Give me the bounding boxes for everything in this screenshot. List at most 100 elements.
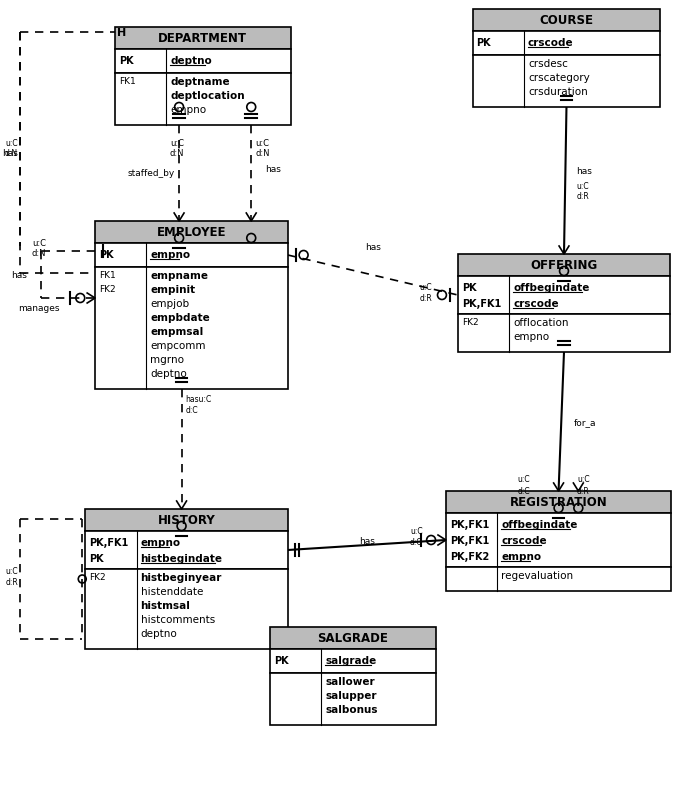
Text: deptno: deptno bbox=[150, 369, 187, 379]
Text: has: has bbox=[2, 148, 18, 157]
Text: deptno: deptno bbox=[170, 56, 212, 66]
Text: PK: PK bbox=[274, 655, 288, 665]
Bar bbox=[457, 277, 670, 314]
Text: HISTORY: HISTORY bbox=[157, 514, 215, 527]
Bar bbox=[457, 255, 670, 277]
Text: d:R: d:R bbox=[576, 192, 589, 200]
Text: has: has bbox=[365, 242, 381, 251]
Text: empname: empname bbox=[150, 270, 208, 281]
Text: COURSE: COURSE bbox=[540, 14, 593, 27]
Text: salbonus: salbonus bbox=[326, 704, 378, 714]
Bar bbox=[115, 28, 290, 50]
Text: u:C: u:C bbox=[255, 140, 269, 148]
Text: histmsal: histmsal bbox=[141, 600, 190, 610]
Text: sallower: sallower bbox=[326, 676, 375, 687]
Text: empno: empno bbox=[150, 249, 190, 260]
Text: EMPLOYEE: EMPLOYEE bbox=[157, 226, 226, 239]
Text: salgrade: salgrade bbox=[326, 655, 377, 665]
Text: has: has bbox=[265, 164, 281, 173]
Text: crsduration: crsduration bbox=[528, 87, 588, 97]
Text: empbdate: empbdate bbox=[150, 313, 210, 322]
Text: for_a: for_a bbox=[574, 418, 596, 427]
Text: d:C: d:C bbox=[518, 487, 531, 496]
Bar bbox=[270, 649, 436, 673]
Text: empjob: empjob bbox=[150, 298, 190, 309]
Text: offbegindate: offbegindate bbox=[501, 520, 578, 529]
Text: offlocation: offlocation bbox=[513, 318, 569, 327]
Text: FK2: FK2 bbox=[462, 318, 478, 327]
Text: PK: PK bbox=[477, 38, 491, 48]
Text: u:C: u:C bbox=[576, 182, 589, 191]
Text: crscode: crscode bbox=[528, 38, 573, 48]
Text: empno: empno bbox=[513, 331, 549, 342]
Text: manages: manages bbox=[18, 304, 59, 313]
Bar bbox=[270, 673, 436, 725]
Text: u:C: u:C bbox=[577, 475, 589, 484]
Bar bbox=[446, 492, 671, 513]
Text: salupper: salupper bbox=[326, 691, 377, 700]
Bar bbox=[473, 32, 660, 56]
Text: d:R: d:R bbox=[420, 294, 433, 303]
Text: deptlocation: deptlocation bbox=[170, 91, 245, 101]
Text: deptno: deptno bbox=[141, 628, 177, 638]
Bar bbox=[85, 532, 288, 569]
Bar bbox=[270, 627, 436, 649]
Text: empcomm: empcomm bbox=[150, 341, 206, 350]
Text: crscode: crscode bbox=[513, 298, 559, 309]
Bar bbox=[95, 268, 288, 390]
Text: PK,FK1: PK,FK1 bbox=[450, 535, 489, 545]
Text: mgrno: mgrno bbox=[150, 354, 184, 365]
Text: PK,FK1: PK,FK1 bbox=[89, 537, 128, 547]
Text: histbegindate: histbegindate bbox=[141, 553, 223, 563]
Text: d:R: d:R bbox=[6, 577, 18, 587]
Text: FK1: FK1 bbox=[119, 78, 135, 87]
Text: crscategory: crscategory bbox=[528, 73, 590, 83]
Text: empno: empno bbox=[501, 551, 542, 561]
Text: empno: empno bbox=[170, 105, 206, 115]
Bar bbox=[473, 10, 660, 32]
Text: REGISTRATION: REGISTRATION bbox=[510, 496, 607, 508]
Text: histbeginyear: histbeginyear bbox=[141, 573, 222, 582]
Text: crsdesc: crsdesc bbox=[528, 59, 568, 69]
Text: u:C: u:C bbox=[32, 239, 46, 248]
Text: DEPARTMENT: DEPARTMENT bbox=[158, 32, 247, 46]
Text: has: has bbox=[359, 537, 375, 546]
Text: has: has bbox=[11, 270, 27, 280]
Text: u:C: u:C bbox=[410, 527, 422, 536]
Text: PK: PK bbox=[99, 249, 114, 260]
Text: FK2: FK2 bbox=[89, 573, 106, 581]
Text: FK2: FK2 bbox=[99, 286, 116, 294]
Bar bbox=[446, 567, 671, 591]
Text: u:C: u:C bbox=[6, 567, 18, 576]
Text: u:C: u:C bbox=[6, 138, 18, 148]
Text: d:R: d:R bbox=[577, 487, 590, 496]
Text: PK: PK bbox=[462, 282, 476, 293]
Text: u:C: u:C bbox=[420, 283, 433, 292]
Text: staffed_by: staffed_by bbox=[128, 169, 175, 178]
Text: crscode: crscode bbox=[501, 535, 547, 545]
Text: hasu:C: hasu:C bbox=[186, 395, 212, 404]
Text: H: H bbox=[117, 28, 126, 38]
Text: histcomments: histcomments bbox=[141, 614, 215, 624]
Text: u:C: u:C bbox=[170, 140, 184, 148]
Text: d:C: d:C bbox=[186, 406, 198, 415]
Text: d:N: d:N bbox=[170, 149, 184, 158]
Text: FK1: FK1 bbox=[99, 271, 116, 280]
Text: PK,FK2: PK,FK2 bbox=[450, 551, 489, 561]
Text: SALGRADE: SALGRADE bbox=[317, 632, 388, 645]
Bar bbox=[85, 569, 288, 649]
Text: PK,FK1: PK,FK1 bbox=[450, 520, 489, 529]
Bar bbox=[85, 509, 288, 532]
Text: empno: empno bbox=[141, 537, 181, 547]
Text: empmsal: empmsal bbox=[150, 326, 204, 337]
Bar bbox=[446, 513, 671, 567]
Bar bbox=[473, 56, 660, 107]
Text: offbegindate: offbegindate bbox=[513, 282, 589, 293]
Bar bbox=[115, 74, 290, 126]
Text: d:N: d:N bbox=[32, 249, 46, 258]
Text: u:C: u:C bbox=[518, 475, 531, 484]
Text: empinit: empinit bbox=[150, 285, 195, 294]
Bar bbox=[457, 314, 670, 353]
Text: regevaluation: regevaluation bbox=[501, 570, 573, 581]
Bar bbox=[115, 50, 290, 74]
